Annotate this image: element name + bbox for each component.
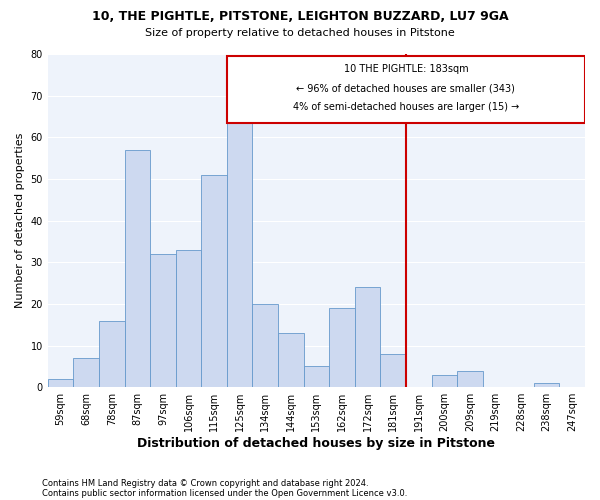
Text: 4% of semi-detached houses are larger (15) →: 4% of semi-detached houses are larger (1… [293,102,519,113]
Bar [380,354,406,387]
Text: 10 THE PIGHTLE: 183sqm: 10 THE PIGHTLE: 183sqm [344,64,468,74]
Text: Contains public sector information licensed under the Open Government Licence v3: Contains public sector information licen… [42,488,407,498]
Text: Contains HM Land Registry data © Crown copyright and database right 2024.: Contains HM Land Registry data © Crown c… [42,478,368,488]
Bar [227,56,585,122]
Bar [534,383,559,387]
Bar [227,116,253,387]
Bar [431,374,457,387]
Bar [201,175,227,387]
Bar [176,250,201,387]
Bar [48,379,73,387]
Bar [99,320,125,387]
Bar [150,254,176,387]
Bar [457,370,482,387]
Bar [278,333,304,387]
Text: 10, THE PIGHTLE, PITSTONE, LEIGHTON BUZZARD, LU7 9GA: 10, THE PIGHTLE, PITSTONE, LEIGHTON BUZZ… [92,10,508,23]
Bar [125,150,150,387]
Bar [329,308,355,387]
Text: Size of property relative to detached houses in Pitstone: Size of property relative to detached ho… [145,28,455,38]
Bar [355,287,380,387]
X-axis label: Distribution of detached houses by size in Pitstone: Distribution of detached houses by size … [137,437,496,450]
Bar [304,366,329,387]
Y-axis label: Number of detached properties: Number of detached properties [15,133,25,308]
Bar [253,304,278,387]
Text: ← 96% of detached houses are smaller (343): ← 96% of detached houses are smaller (34… [296,84,515,94]
Bar [73,358,99,387]
